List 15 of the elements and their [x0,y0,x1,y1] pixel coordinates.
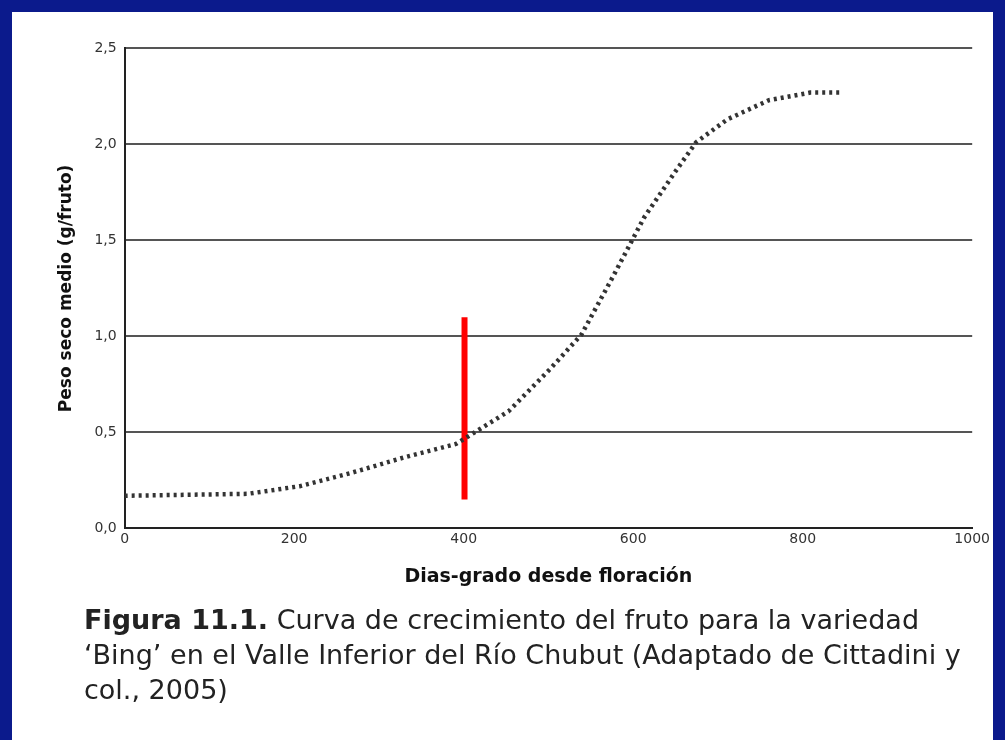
y-tick-label: 2,0 [94,135,117,152]
y-tick-label: 1,0 [94,327,117,344]
x-tick-label: 800 [789,530,817,547]
y-tick-label: 0,0 [94,519,117,536]
y-tick-label: 1,5 [94,231,117,248]
x-tick-label: 1000 [954,530,991,547]
y-tick-label: 0,5 [94,423,117,440]
x-tick-label: 200 [280,530,308,547]
y-axis-title: Peso seco medio (g/fruto) [54,164,75,413]
text: Figura 11.1. Curva de crecimiento del fruto para la variedad ‘Bing’ en el Valle Inferior del Río Chubut (Adaptado de Cittadini y col., 2005) [84,604,961,705]
x-axis-title: Dias-grado desde floración [404,563,693,586]
x-tick-label: 600 [619,530,647,547]
y-tick-label: 2,5 [94,39,117,56]
x-tick-label: 0 [120,530,130,547]
x-tick-label: 400 [450,530,478,547]
